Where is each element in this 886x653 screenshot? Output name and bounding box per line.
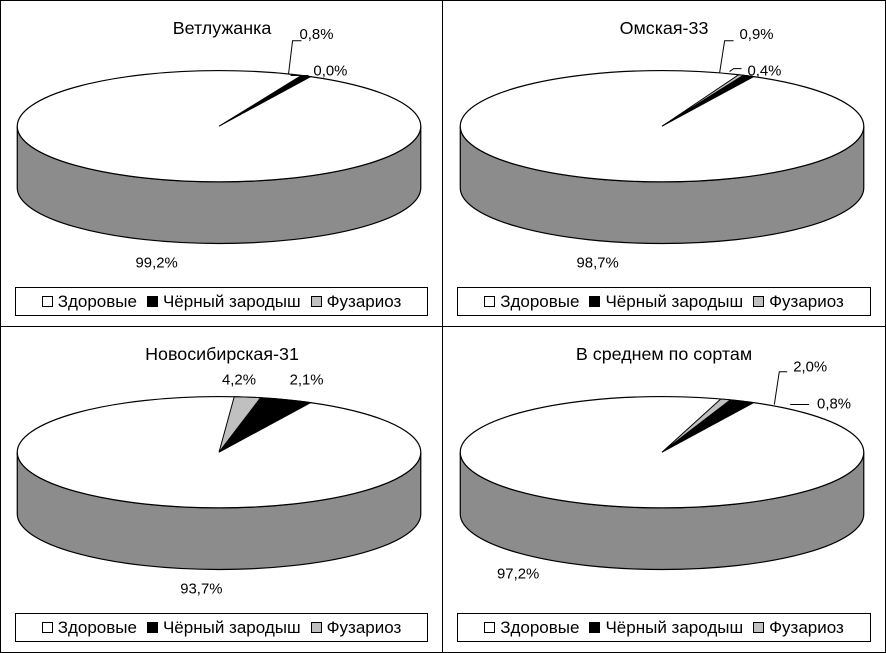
legend: Здоровые Чёрный зародыш Фузариоз [457,287,871,316]
legend-swatch [589,296,601,307]
legend-label: Здоровые [500,617,580,637]
chart-panel-average: В среднем по сортам 97,2% 2,0% 0,8% Здоровы… [442,326,886,653]
legend-item-fusarium: Фузариоз [310,617,402,638]
legend-label: Здоровые [57,291,137,311]
legend-item-black-germ: Чёрный зародыш [146,291,301,312]
data-label: 2,0% [793,360,827,376]
pie-chart-svg: Омская-33 98,7% 0,9% 0,4% [459,18,865,271]
data-label: 4,2% [222,373,256,389]
legend-swatch [146,296,158,307]
legend-label: Фузариоз [769,291,844,311]
legend-item-black-germ: Чёрный зародыш [589,618,743,638]
legend-swatch [589,622,601,633]
chart-title: Ветлужанка [173,18,272,38]
legend-swatch [484,296,496,307]
chart-title: Новосибирская-31 [145,344,299,364]
data-label: 0,4% [747,64,781,80]
legend-item-healthy: Здоровые [484,618,579,638]
legend: Здоровые Чёрный зародыш Фузариоз [15,287,428,316]
legend-item-fusarium: Фузариоз [310,291,402,312]
pie-slice-fusarium [661,74,745,127]
legend-swatch [146,622,158,633]
data-label: 0,0% [313,64,347,80]
pie-slice-fusarium [218,396,262,453]
legend-swatch [41,296,53,307]
data-label: 97,2% [497,566,539,582]
data-label: 0,8% [300,27,334,43]
data-label: 98,7% [577,255,619,271]
data-label: 0,9% [740,27,774,43]
legend-label: Фузариоз [326,291,402,311]
data-label: 93,7% [180,581,222,597]
data-label: 2,1% [290,373,324,389]
chart-panel-omskaya-33: Омская-33 98,7% 0,9% 0,4% Здоровые Чёрный з… [442,0,886,327]
legend-label: Фузариоз [326,617,402,637]
legend-item-fusarium: Фузариоз [753,618,844,638]
legend-item-healthy: Здоровые [41,291,137,312]
chart-panel-novosibirskaya-31: Новосибирская-31 93,7% 4,2% 2,1% Здоровые Ч… [0,326,443,653]
legend-swatch [753,622,765,633]
legend-item-healthy: Здоровые [41,617,137,638]
legend-label: Здоровые [500,291,580,311]
pie-chart-svg: В среднем по сортам 97,2% 2,0% 0,8% [459,344,865,582]
pie-slice-fusarium [661,398,732,453]
leader-line [719,40,734,73]
legend-label: Чёрный зародыш [605,617,744,637]
legend-swatch [310,296,322,307]
legend-label: Фузариоз [769,617,844,637]
legend-item-black-germ: Чёрный зародыш [146,617,301,638]
data-label: 0,8% [817,396,851,412]
legend-label: Чёрный зародыш [162,291,301,311]
data-label: 99,2% [136,255,178,271]
legend-label: Здоровые [57,617,137,637]
chart-panel-vetluzhanka: Ветлужанка 99,2% 0,8% 0,0% Здоровые Чёрный … [0,0,443,327]
chart-title: В среднем по сортам [576,344,752,364]
leader-line [729,68,742,72]
leader-line [288,40,302,74]
legend-item-healthy: Здоровые [484,292,579,312]
legend-swatch [41,622,53,633]
pie-chart-svg: Ветлужанка 99,2% 0,8% 0,0% [16,18,422,271]
pie-chart-svg: Новосибирская-31 93,7% 4,2% 2,1% [16,344,422,597]
legend-label: Чёрный зародыш [605,291,744,311]
legend-item-fusarium: Фузариоз [753,292,844,312]
legend-swatch [484,622,496,633]
legend-swatch [753,296,765,307]
chart-title: Омская-33 [620,18,709,38]
legend: Здоровые Чёрный зародыш Фузариоз [457,613,871,642]
legend-swatch [310,622,322,633]
legend-item-black-germ: Чёрный зародыш [589,292,743,312]
legend: Здоровые Чёрный зародыш Фузариоз [15,613,428,642]
legend-label: Чёрный зародыш [162,617,301,637]
leader-line [773,371,788,405]
